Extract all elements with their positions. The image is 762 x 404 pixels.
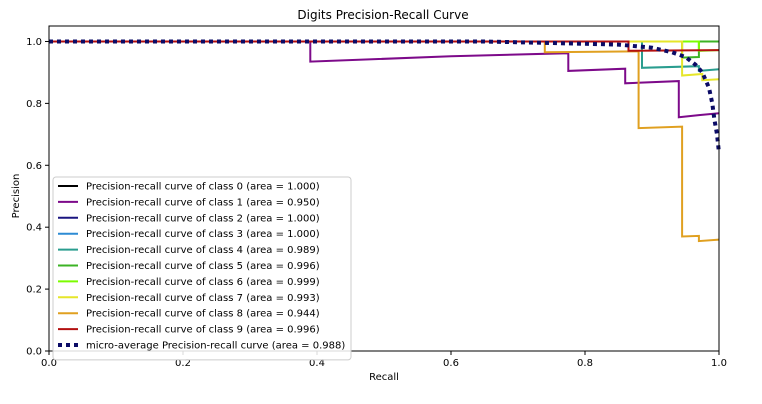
y-tick-label: 0.2 [26,285,42,296]
series-line-10 [49,39,721,154]
legend-entry-label: Precision-recall curve of class 3 (area … [86,229,320,240]
series-lines [49,39,721,243]
y-tick-label: 0.8 [26,99,42,110]
legend-entry-label: Precision-recall curve of class 8 (area … [86,309,320,320]
legend-entry-label: Precision-recall curve of class 1 (area … [86,197,320,208]
series-line-8 [49,40,720,243]
legend-entry-label: Precision-recall curve of class 2 (area … [86,213,320,224]
x-tick-label: 0.8 [577,358,593,369]
legend-box [52,176,352,361]
x-axis-label: Recall [369,372,399,383]
axes: 0.0 0.2 0.4 0.6 0.8 1.0 0.0 0.2 0.4 0.6 0.8 1.0 [26,25,727,369]
plot-frame [48,25,720,352]
x-tick-label: 0.6 [443,358,459,369]
x-tick-label: 1.0 [711,358,727,369]
y-tick-label: 0.6 [26,161,42,172]
legend: Precision-recall curve of class 0 (area … [52,176,352,361]
x-tick-label: 0.0 [41,358,57,369]
legend-entry-label: Precision-recall curve of class 6 (area … [86,277,320,288]
y-axis-label: Precision [11,174,22,219]
legend-entry-label: Precision-recall curve of class 0 (area … [86,182,320,193]
x-tick-label: 0.4 [309,358,325,369]
series-line-7 [49,40,720,82]
chart-title: Digits Precision-Recall Curve [297,8,468,22]
y-tick-label: 0.0 [26,347,42,358]
y-tick-label: 1.0 [26,37,42,48]
x-tick-label: 0.2 [175,358,191,369]
legend-entry-label: Precision-recall curve of class 4 (area … [86,245,320,256]
legend-entry-label: Precision-recall curve of class 5 (area … [86,261,320,272]
legend-entry-label: micro-average Precision-recall curve (ar… [86,341,345,352]
series-line-1 [49,40,720,119]
plot-area [49,39,721,243]
y-tick-label: 0.4 [26,223,42,234]
legend-entry-label: Precision-recall curve of class 7 (area … [86,293,320,304]
legend-entry-label: Precision-recall curve of class 9 (area … [86,325,320,336]
